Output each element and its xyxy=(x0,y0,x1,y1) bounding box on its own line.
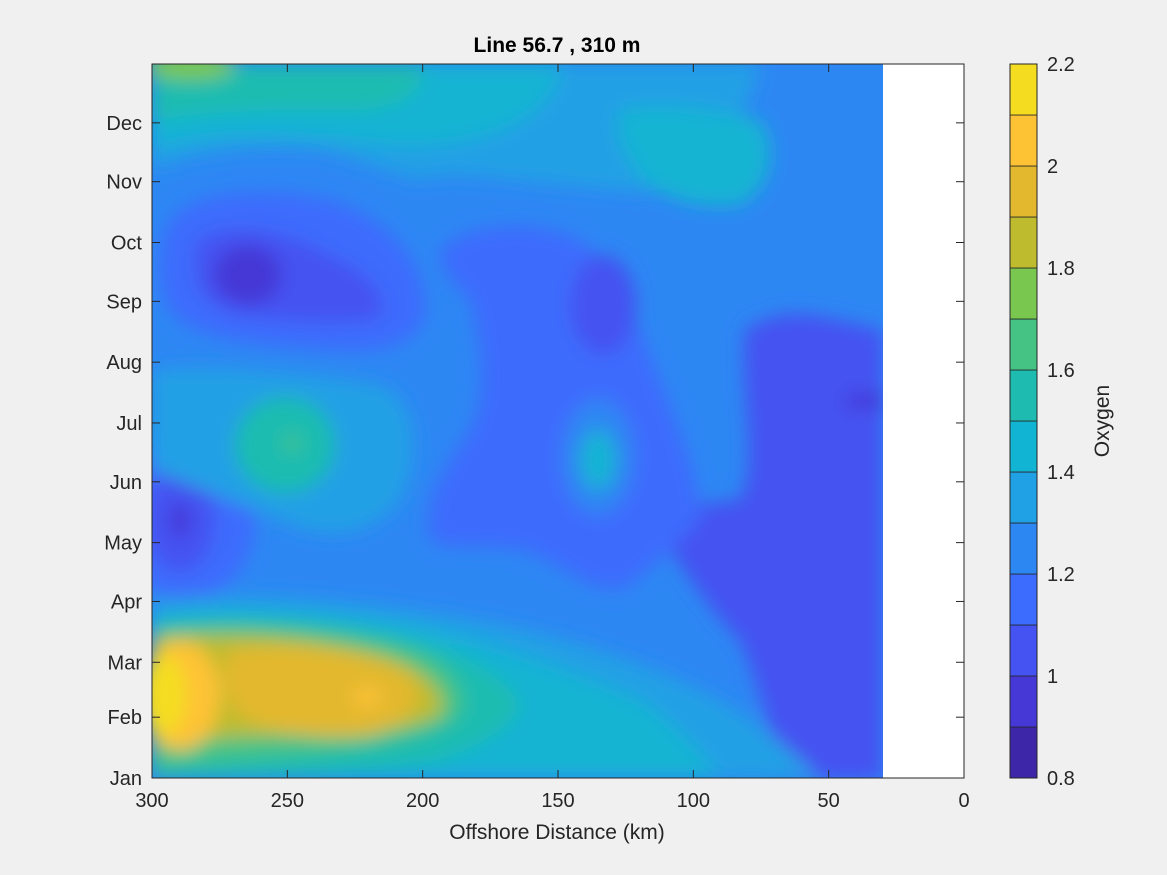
colorbar-tick-label: 1.8 xyxy=(1047,258,1075,280)
colorbar-tick-label: 0.8 xyxy=(1047,768,1075,790)
y-tick-label: Feb xyxy=(108,707,142,729)
colorbar-segment xyxy=(1009,522,1038,575)
region-high-jul-peak xyxy=(283,435,301,451)
colorbar-frame xyxy=(1009,63,1038,779)
x-tick-label: 150 xyxy=(541,790,574,812)
colorbar-segment xyxy=(1009,573,1038,626)
y-tick-label: Jan xyxy=(110,768,142,790)
colorbar-tick-label: 1.2 xyxy=(1047,564,1075,586)
y-tick-label: Jun xyxy=(110,472,142,494)
region-low-jul-40 xyxy=(843,393,883,409)
y-tick-label: Aug xyxy=(106,352,142,374)
y-tick-label: Oct xyxy=(111,233,143,255)
colorbar-segment xyxy=(1009,165,1038,218)
y-axis-ticks: Jan Feb Mar Apr May Jun Jul Aug Sep Oct Nov Dec xyxy=(104,113,964,790)
y-tick-label: Jul xyxy=(116,413,142,435)
region-low-sep-132 xyxy=(570,255,636,355)
colorbar-tick-label: 2.2 xyxy=(1047,54,1075,76)
region-high-feb-220 xyxy=(353,687,381,707)
colorbar-segment xyxy=(1009,675,1038,728)
colorbar-segment xyxy=(1009,114,1038,167)
y-tick-label: Mar xyxy=(108,652,143,674)
region-nov-channel xyxy=(618,105,771,207)
colorbar: 0.8 1 1.2 1.4 1.6 1.8 2 2.2 xyxy=(1009,54,1075,790)
colorbar-tick-label: 1.6 xyxy=(1047,360,1075,382)
colorbar-segment xyxy=(1009,726,1038,779)
colorbar-segment xyxy=(1009,624,1038,677)
x-tick-label: 100 xyxy=(677,790,710,812)
region-low-may-core xyxy=(170,502,190,538)
colorbar-segment xyxy=(1009,216,1038,269)
x-axis-label: Offshore Distance (km) xyxy=(449,821,665,844)
colorbar-segment xyxy=(1009,63,1038,116)
x-axis-ticks: 300 250 200 150 100 50 0 xyxy=(135,64,970,812)
chart-title: Line 56.7 , 310 m xyxy=(474,34,641,57)
colorbar-segment xyxy=(1009,369,1038,422)
x-tick-label: 250 xyxy=(271,790,304,812)
x-tick-label: 50 xyxy=(818,790,840,812)
region-low-east xyxy=(660,314,883,778)
y-tick-label: Apr xyxy=(111,591,142,613)
colorbar-segment xyxy=(1009,420,1038,473)
x-tick-label: 200 xyxy=(406,790,439,812)
colorbar-label: Oxygen xyxy=(1091,385,1114,457)
region-low-sep-core xyxy=(214,245,282,305)
colorbar-tick-label: 1 xyxy=(1047,666,1058,688)
x-tick-label: 300 xyxy=(135,790,168,812)
region-high-feb-core xyxy=(152,655,187,735)
region-high-jun-133-core xyxy=(580,430,616,490)
colorbar-segment xyxy=(1009,318,1038,371)
colorbar-tick-label: 1.4 xyxy=(1047,462,1075,484)
region-high-south-6 xyxy=(223,646,418,737)
y-tick-label: Nov xyxy=(106,172,142,194)
region-high-north-3 xyxy=(152,64,422,120)
x-tick-label: 0 xyxy=(958,790,969,812)
region-high-north-4 xyxy=(152,64,235,80)
y-tick-label: Dec xyxy=(106,113,142,135)
colorbar-segment xyxy=(1009,267,1038,320)
contour-field xyxy=(152,64,883,778)
y-tick-label: May xyxy=(104,533,142,555)
colorbar-tick-label: 2 xyxy=(1047,156,1058,178)
colorbar-segment xyxy=(1009,471,1038,524)
y-tick-label: Sep xyxy=(106,291,142,313)
